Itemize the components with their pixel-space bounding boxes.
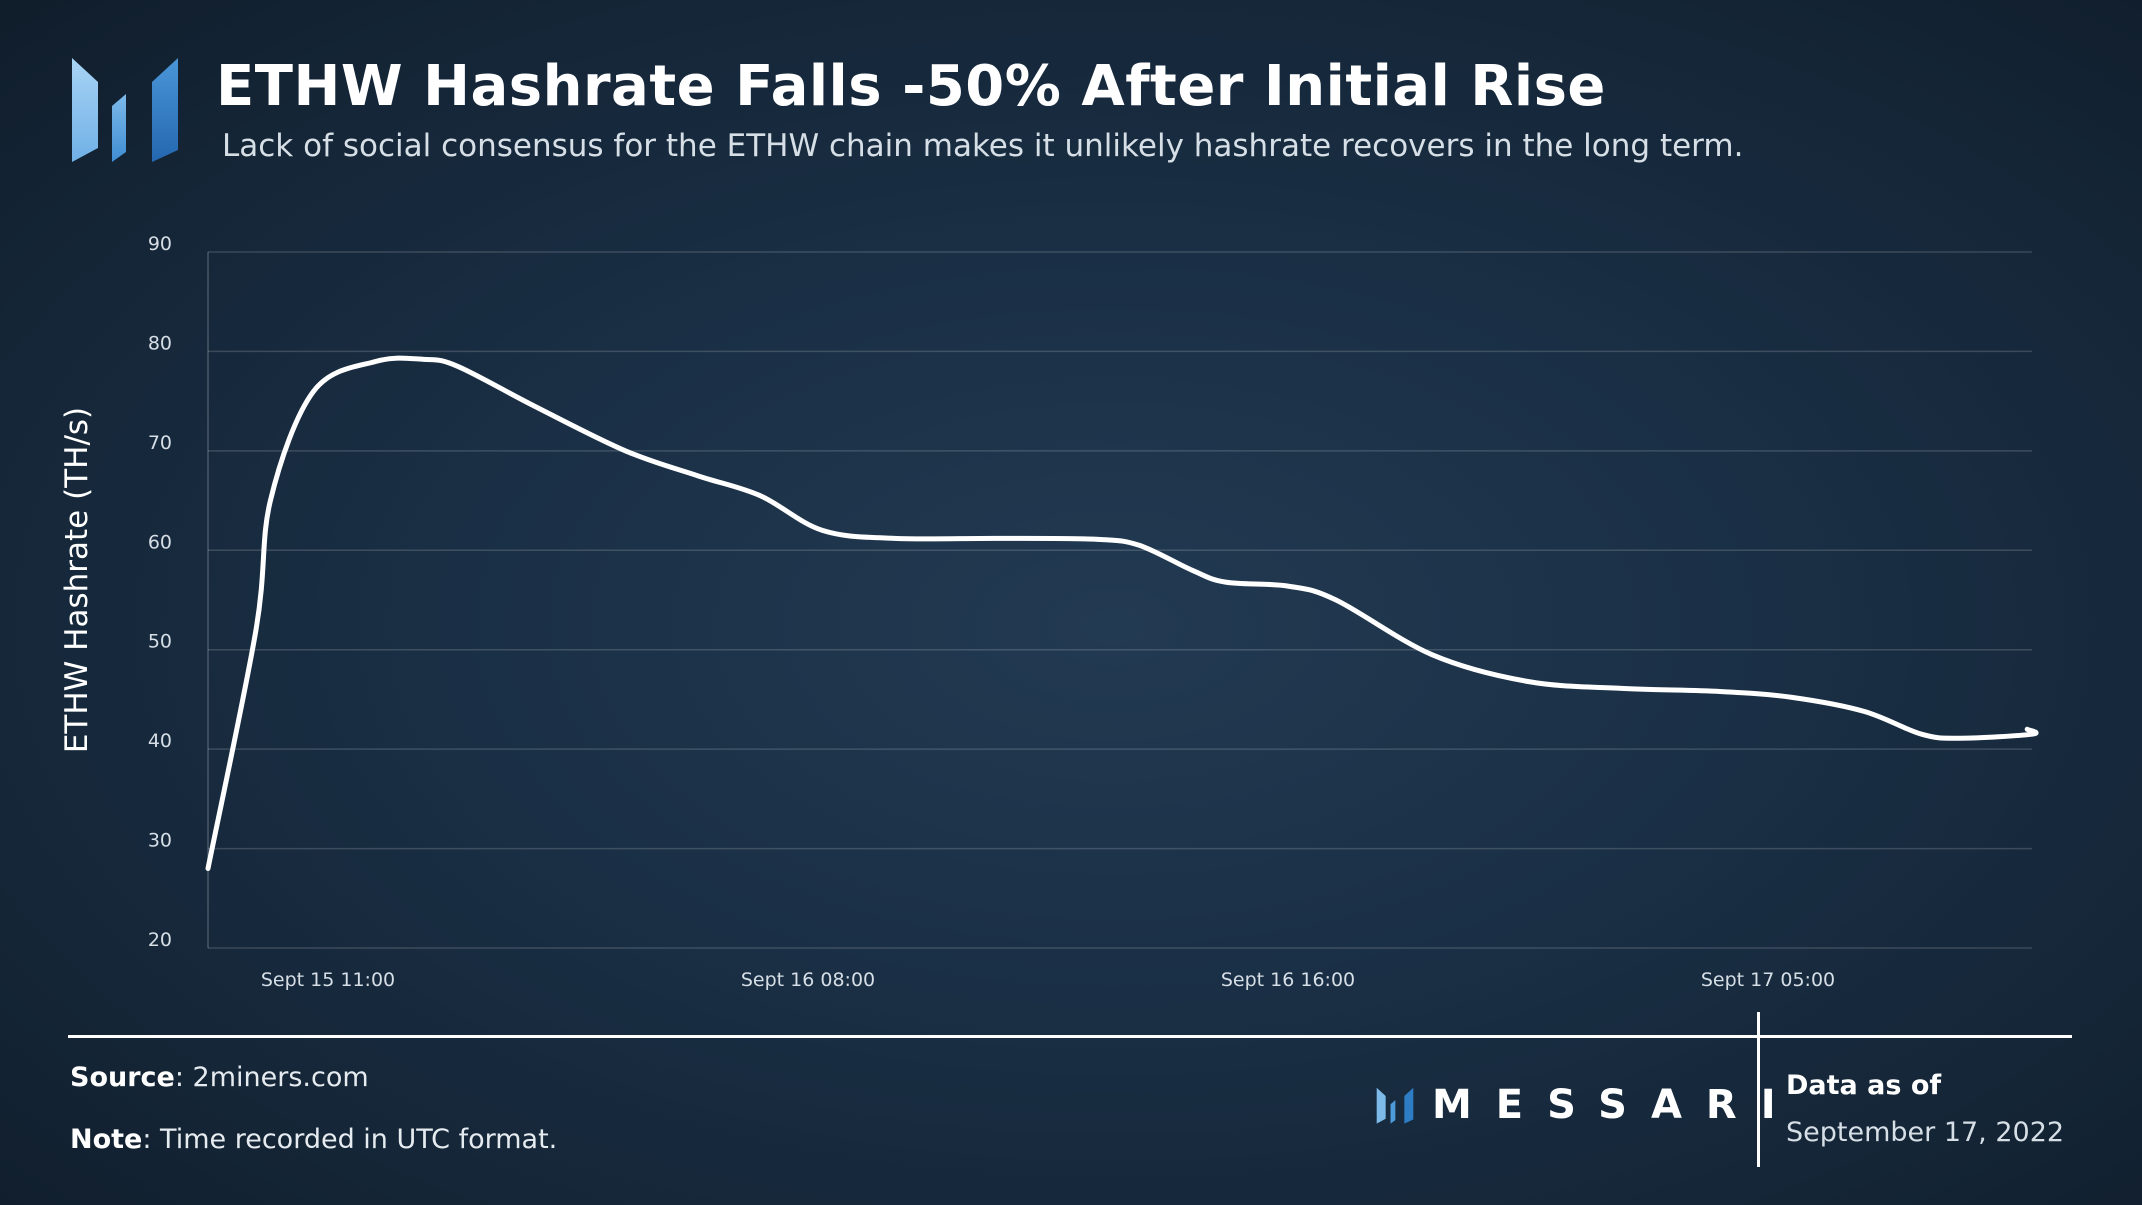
brand-wordmark: MESSARI — [1432, 1082, 1800, 1128]
source-value: : 2miners.com — [174, 1062, 369, 1093]
y-tick-label: 90 — [148, 233, 172, 255]
data-as-of-date: September 17, 2022 — [1786, 1117, 2065, 1148]
line-chart: 20 30 40 50 60 70 80 90 Sept 15 11:00 Sept 16 08… — [59, 233, 2039, 991]
messari-logo-icon — [72, 58, 178, 162]
y-tick-label: 70 — [148, 432, 172, 454]
note-label: Note — [70, 1124, 143, 1155]
chart-title: ETHW Hashrate Falls -50% After Initial R… — [216, 54, 1606, 119]
messari-small-logo-icon — [1376, 1087, 1414, 1124]
data-as-of-label: Data as of — [1786, 1070, 1942, 1101]
y-tick-label: 20 — [148, 929, 172, 951]
y-tick-label: 40 — [148, 730, 172, 752]
note-line: Note: Time recorded in UTC format. — [70, 1124, 557, 1155]
source-label: Source — [70, 1062, 175, 1093]
y-tick-label: 50 — [148, 631, 172, 653]
x-tick-label: Sept 15 11:00 — [261, 969, 395, 991]
footer-divider-right — [1072, 1035, 2072, 1038]
chart-subtitle: Lack of social consensus for the ETHW ch… — [222, 128, 1744, 164]
x-tick-label: Sept 16 08:00 — [741, 969, 875, 991]
note-value: : Time recorded in UTC format. — [142, 1124, 558, 1155]
x-tick-label: Sept 16 16:00 — [1221, 969, 1355, 991]
y-axis-label: ETHW Hashrate (TH/s) — [59, 407, 95, 753]
hashrate-series-line — [205, 355, 2039, 871]
grid-lines — [208, 251, 2032, 949]
y-tick-label: 60 — [148, 531, 172, 553]
footer-divider — [68, 1035, 1072, 1038]
footer-vertical-divider — [1757, 1012, 1760, 1167]
y-tick-label: 30 — [148, 830, 172, 852]
x-tick-label: Sept 17 05:00 — [1701, 969, 1835, 991]
y-tick-label: 80 — [148, 332, 172, 354]
x-tick-labels: Sept 15 11:00 Sept 16 08:00 Sept 16 16:00 S… — [261, 969, 1835, 991]
y-tick-labels: 20 30 40 50 60 70 80 90 — [148, 233, 172, 951]
source-line: Source: 2miners.com — [70, 1062, 369, 1093]
